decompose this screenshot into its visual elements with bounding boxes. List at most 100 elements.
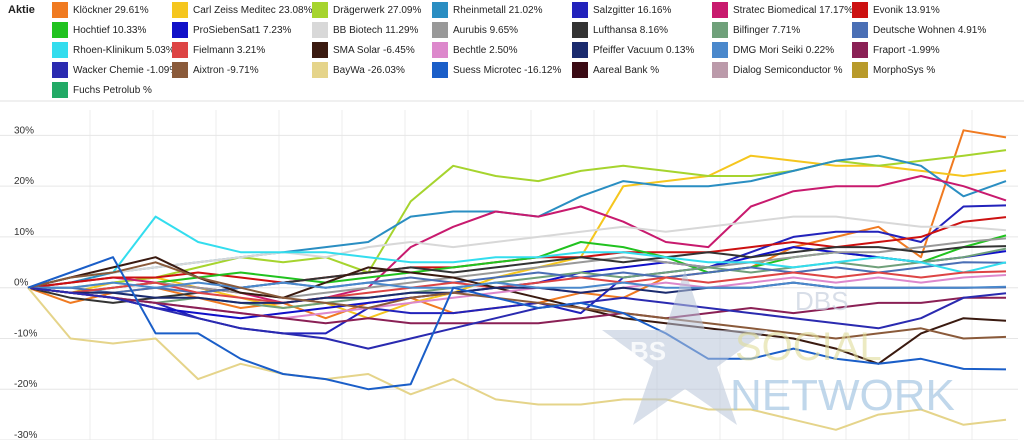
y-tick-label: 30% (14, 125, 34, 136)
legend-item[interactable]: Fuchs Petrolub % (52, 82, 152, 98)
legend-label: Fuchs Petrolub % (73, 84, 152, 96)
series-line (27, 287, 1007, 431)
legend-swatch (712, 2, 728, 18)
legend: Aktie Klöckner 29.61% Carl Zeiss Meditec … (0, 0, 1024, 100)
legend-item[interactable]: Dialog Semiconductor % (712, 62, 843, 78)
y-tick-label: 10% (14, 227, 34, 238)
legend-label: Hochtief 10.33% (73, 24, 147, 36)
legend-swatch (52, 2, 68, 18)
legend-item[interactable]: Aixtron -9.71% (172, 62, 259, 78)
legend-swatch (432, 42, 448, 58)
legend-swatch (52, 62, 68, 78)
legend-swatch (172, 2, 188, 18)
legend-label: Evonik 13.91% (873, 4, 940, 16)
legend-swatch (572, 22, 588, 38)
legend-item[interactable]: Lufthansa 8.16% (572, 22, 668, 38)
legend-item[interactable]: Deutsche Wohnen 4.91% (852, 22, 986, 38)
legend-swatch (172, 42, 188, 58)
legend-label: Deutsche Wohnen 4.91% (873, 24, 987, 36)
legend-label: Lufthansa 8.16% (593, 24, 669, 36)
legend-label: Dialog Semiconductor % (733, 64, 843, 76)
legend-label: BayWa -26.03% (333, 64, 405, 76)
legend-item[interactable]: Klöckner 29.61% (52, 2, 149, 18)
legend-swatch (312, 22, 328, 38)
series-line (27, 286, 1006, 325)
y-tick-label: -30% (14, 430, 37, 440)
legend-label: SMA Solar -6.45% (333, 44, 415, 56)
y-tick-label: -20% (14, 379, 37, 390)
series-line (27, 261, 1007, 340)
legend-label: Aixtron -9.71% (193, 64, 259, 76)
series-line (27, 286, 1007, 350)
legend-item[interactable]: BB Biotech 11.29% (312, 22, 418, 38)
legend-swatch (52, 22, 68, 38)
series-line (27, 215, 1007, 289)
legend-label: Salzgitter 16.16% (593, 4, 672, 16)
legend-item[interactable]: Suess Microtec -16.12% (432, 62, 561, 78)
legend-item[interactable]: Carl Zeiss Meditec 23.08% (172, 2, 313, 18)
line-chart: 30% 20% 10% 0% -10% -20% -30% (0, 100, 1024, 440)
legend-swatch (312, 62, 328, 78)
legend-swatch (312, 42, 328, 58)
legend-label: Suess Microtec -16.12% (453, 64, 562, 76)
legend-item[interactable]: Fraport -1.99% (852, 42, 940, 58)
series-line (27, 256, 1007, 391)
legend-item[interactable]: SMA Solar -6.45% (312, 42, 415, 58)
series-line (27, 245, 1007, 304)
legend-swatch (572, 2, 588, 18)
legend-swatch (172, 62, 188, 78)
legend-item[interactable]: Wacker Chemie -1.09% (52, 62, 178, 78)
y-tick-label: -10% (14, 328, 37, 339)
legend-item[interactable]: MorphoSys % (852, 62, 935, 78)
legend-item[interactable]: Rhoen-Klinikum 5.03% (52, 42, 175, 58)
chart-area: 30% 20% 10% 0% -10% -20% -30% (0, 100, 1024, 440)
legend-label: Aareal Bank % (593, 64, 660, 76)
legend-label: ProSiebenSat1 7.23% (193, 24, 292, 36)
y-tick-label: 0% (14, 278, 29, 289)
series-line (27, 154, 1007, 289)
legend-item[interactable]: Salzgitter 16.16% (572, 2, 671, 18)
legend-item[interactable]: Bilfinger 7.71% (712, 22, 800, 38)
legend-label: Bechtle 2.50% (453, 44, 518, 56)
legend-swatch (712, 62, 728, 78)
legend-swatch (312, 2, 328, 18)
legend-item[interactable]: DMG Mori Seiki 0.22% (712, 42, 834, 58)
legend-swatch (172, 22, 188, 38)
legend-item[interactable]: ProSiebenSat1 7.23% (172, 22, 291, 38)
legend-item[interactable]: Drägerwerk 27.09% (312, 2, 421, 18)
legend-item[interactable]: Stratec Biomedical 17.17% (712, 2, 853, 18)
legend-label: Fraport -1.99% (873, 44, 940, 56)
legend-swatch (52, 42, 68, 58)
legend-swatch (852, 2, 868, 18)
legend-title: Aktie (8, 4, 35, 16)
legend-label: DMG Mori Seiki 0.22% (733, 44, 835, 56)
legend-item[interactable]: Aareal Bank % (572, 62, 659, 78)
legend-item[interactable]: Aurubis 9.65% (432, 22, 518, 38)
legend-item[interactable]: Fielmann 3.21% (172, 42, 265, 58)
legend-item[interactable]: Hochtief 10.33% (52, 22, 146, 38)
legend-item[interactable]: Bechtle 2.50% (432, 42, 518, 58)
legend-swatch (852, 22, 868, 38)
legend-swatch (572, 62, 588, 78)
legend-swatch (432, 62, 448, 78)
series-line (27, 237, 1007, 299)
legend-label: Rheinmetall 21.02% (453, 4, 543, 16)
legend-swatch (712, 22, 728, 38)
legend-item[interactable]: BayWa -26.03% (312, 62, 405, 78)
legend-item[interactable]: Rheinmetall 21.02% (432, 2, 543, 18)
legend-item[interactable]: Evonik 13.91% (852, 2, 940, 18)
legend-swatch (852, 62, 868, 78)
legend-swatch (432, 22, 448, 38)
legend-swatch (712, 42, 728, 58)
legend-label: Wacker Chemie -1.09% (73, 64, 179, 76)
legend-label: Carl Zeiss Meditec 23.08% (193, 4, 313, 16)
legend-label: Pfeiffer Vacuum 0.13% (593, 44, 695, 56)
legend-label: Stratec Biomedical 17.17% (733, 4, 854, 16)
y-tick-label: 20% (14, 176, 34, 187)
legend-swatch (52, 82, 68, 98)
legend-label: Rhoen-Klinikum 5.03% (73, 44, 175, 56)
legend-label: Bilfinger 7.71% (733, 24, 801, 36)
legend-item[interactable]: Pfeiffer Vacuum 0.13% (572, 42, 694, 58)
series-line (28, 281, 1007, 289)
legend-swatch (572, 42, 588, 58)
